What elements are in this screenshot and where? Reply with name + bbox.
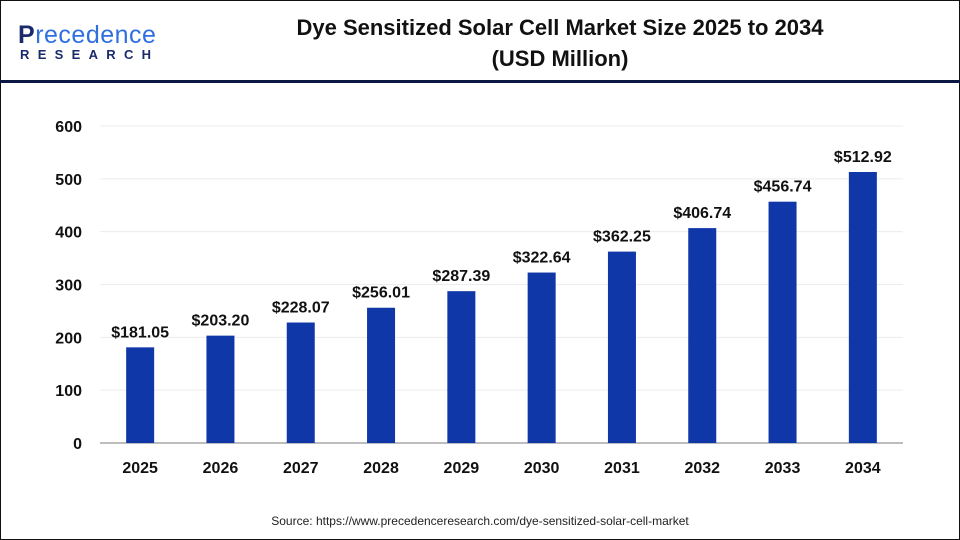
y-tick-label: 100 xyxy=(55,383,82,400)
y-tick-label: 200 xyxy=(55,330,82,347)
y-tick-label: 400 xyxy=(55,225,82,242)
title-line2: (USD Million) xyxy=(491,46,629,71)
logo-initial: P xyxy=(18,21,36,49)
bar-2033 xyxy=(768,201,797,443)
y-tick-label: 500 xyxy=(55,172,82,189)
data-label: $256.01 xyxy=(352,285,410,302)
data-label: $456.74 xyxy=(754,179,812,196)
data-label: $512.92 xyxy=(834,149,892,166)
bar-2031 xyxy=(607,251,636,443)
bar-2032 xyxy=(688,228,717,443)
title-line1: Dye Sensitized Solar Cell Market Size 20… xyxy=(296,15,824,40)
x-tick-label: 2025 xyxy=(122,460,158,477)
bar-2034 xyxy=(848,172,877,443)
bar-2028 xyxy=(367,307,396,443)
bar-2027 xyxy=(286,322,315,443)
data-label: $322.64 xyxy=(513,250,571,267)
data-label: $228.07 xyxy=(272,300,330,317)
logo: Precedence RESEARCH xyxy=(18,22,159,62)
data-label: $287.39 xyxy=(432,268,490,285)
x-tick-label: 2033 xyxy=(765,460,801,477)
chart-title: Dye Sensitized Solar Cell Market Size 20… xyxy=(240,12,880,74)
x-tick-label: 2027 xyxy=(283,460,319,477)
data-label: $362.25 xyxy=(593,229,651,246)
x-tick-label: 2032 xyxy=(684,460,720,477)
x-tick-label: 2030 xyxy=(524,460,560,477)
logo-subtitle: RESEARCH xyxy=(20,47,160,62)
data-label: $181.05 xyxy=(111,324,169,341)
bar-2030 xyxy=(527,272,556,443)
data-label: $406.74 xyxy=(673,205,731,222)
logo-word: recedence xyxy=(35,21,157,49)
x-tick-label: 2028 xyxy=(363,460,399,477)
bar-2029 xyxy=(447,291,476,443)
x-tick-label: 2029 xyxy=(444,460,480,477)
bar-2025 xyxy=(126,347,155,443)
x-tick-label: 2034 xyxy=(845,460,881,477)
bar-2026 xyxy=(206,335,235,443)
y-tick-label: 600 xyxy=(55,119,82,136)
header-divider xyxy=(0,80,960,83)
data-label: $203.20 xyxy=(192,313,250,330)
x-tick-label: 2031 xyxy=(604,460,640,477)
x-tick-label: 2026 xyxy=(203,460,239,477)
y-tick-label: 300 xyxy=(55,278,82,295)
source-note: Source: https://www.precedenceresearch.c… xyxy=(271,514,689,528)
y-tick-label: 0 xyxy=(73,436,82,453)
